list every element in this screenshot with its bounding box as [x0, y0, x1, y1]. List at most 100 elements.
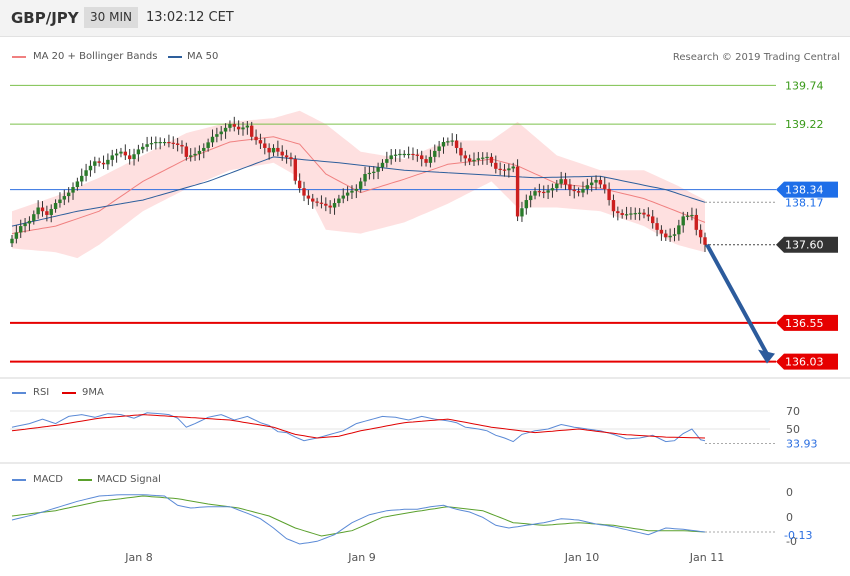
rsi-tick-0: 70	[786, 405, 800, 418]
candle-body	[650, 216, 655, 224]
macd-signal-legend-label: MACD Signal	[97, 474, 161, 485]
candle-body	[101, 162, 106, 165]
candle-body	[223, 127, 228, 132]
candle-body	[188, 155, 193, 157]
candle-body	[197, 150, 202, 154]
level-tag-bg-4	[776, 236, 838, 253]
candle-body	[677, 225, 681, 235]
rsi-ma-legend-label: 9MA	[82, 387, 104, 398]
candle-body	[581, 188, 585, 193]
candle-body	[45, 211, 49, 215]
candle-body	[419, 155, 424, 160]
candle-body	[698, 229, 703, 238]
candle-body	[428, 156, 433, 163]
candle-body	[624, 214, 629, 216]
ma20-line	[11, 136, 706, 235]
candle-body	[637, 212, 642, 214]
candle-body	[62, 196, 67, 200]
top-bar: GBP/JPY 30 MIN 13:02:12 CET	[0, 0, 850, 37]
candle-body	[119, 151, 123, 154]
candle-body	[454, 140, 459, 148]
candle-body	[611, 200, 616, 212]
candle-body	[141, 146, 145, 150]
candle-body	[437, 146, 441, 151]
candle-body	[71, 187, 75, 193]
candle-body	[389, 155, 393, 160]
candle-body	[507, 168, 511, 171]
rsi-ma-line	[11, 414, 706, 439]
candle-body	[350, 190, 354, 193]
candle-body	[289, 157, 293, 160]
candle-body	[345, 192, 350, 196]
candle-body	[659, 229, 664, 234]
candle-body	[476, 158, 481, 160]
candle-body	[306, 195, 311, 199]
x-axis-label-1: Jan 9	[347, 551, 375, 564]
ma50-legend-label: MA 50	[187, 51, 219, 62]
candle-body	[672, 234, 677, 236]
candle-body	[311, 198, 315, 202]
candle-body	[607, 188, 611, 201]
candle-body	[84, 170, 88, 176]
candle-body	[14, 232, 19, 239]
candle-body	[572, 189, 576, 192]
macd-tick-2: -0	[786, 535, 797, 548]
candle-body	[385, 159, 389, 163]
macd-tick-0: 0	[786, 486, 793, 499]
candle-body	[472, 159, 476, 162]
candle-body	[154, 141, 158, 144]
rsi-line	[11, 412, 706, 443]
candle-body	[398, 153, 402, 156]
candle-body	[180, 144, 184, 147]
ma20-legend-label: MA 20 + Bollinger Bands	[33, 51, 158, 62]
rsi-legend-label: RSI	[33, 387, 50, 398]
candle-body	[367, 172, 372, 175]
candle-body	[467, 158, 472, 162]
candle-body	[555, 183, 559, 189]
candle-body	[594, 179, 598, 183]
candle-body	[106, 159, 110, 165]
candle-body	[515, 166, 520, 217]
candle-body	[328, 205, 332, 208]
candle-body	[494, 162, 498, 169]
candle-body	[585, 185, 590, 189]
credit-text: Research © 2019 Trading Central	[672, 52, 840, 63]
macd-legend-swatch	[12, 479, 26, 481]
candle-body	[36, 207, 40, 215]
candle-body	[424, 159, 428, 163]
candle-body	[685, 215, 690, 217]
candle-body	[258, 140, 263, 144]
candle-body	[463, 155, 467, 159]
candle-body	[542, 191, 546, 194]
candle-body	[589, 182, 594, 186]
candle-body	[167, 141, 171, 144]
candle-body	[498, 168, 502, 170]
level-label-0: 139.74	[785, 79, 824, 92]
forecast-arrow-line	[705, 243, 771, 359]
level-tag-bg-6	[776, 353, 838, 370]
candle-body	[315, 201, 319, 203]
level-label-1: 139.22	[785, 118, 824, 131]
candle-body	[502, 169, 507, 171]
candle-body	[302, 188, 306, 196]
candle-body	[393, 154, 398, 156]
candle-body	[446, 141, 450, 143]
candle-body	[363, 174, 367, 182]
candle-body	[694, 214, 698, 230]
candle-body	[293, 159, 298, 181]
candle-body	[459, 147, 463, 156]
candle-body	[411, 153, 415, 156]
timeframe-button[interactable]: 30 MIN	[84, 7, 138, 28]
candle-body	[184, 146, 189, 157]
level-label-6: 136.03	[785, 356, 824, 369]
candle-body	[40, 207, 45, 212]
candle-body	[406, 153, 411, 156]
candle-body	[276, 147, 280, 152]
macd-line	[11, 494, 706, 545]
candle-body	[664, 233, 668, 238]
candle-body	[528, 195, 533, 201]
candle-body	[145, 144, 149, 147]
candle-body	[263, 143, 267, 148]
candle-body	[206, 142, 210, 148]
